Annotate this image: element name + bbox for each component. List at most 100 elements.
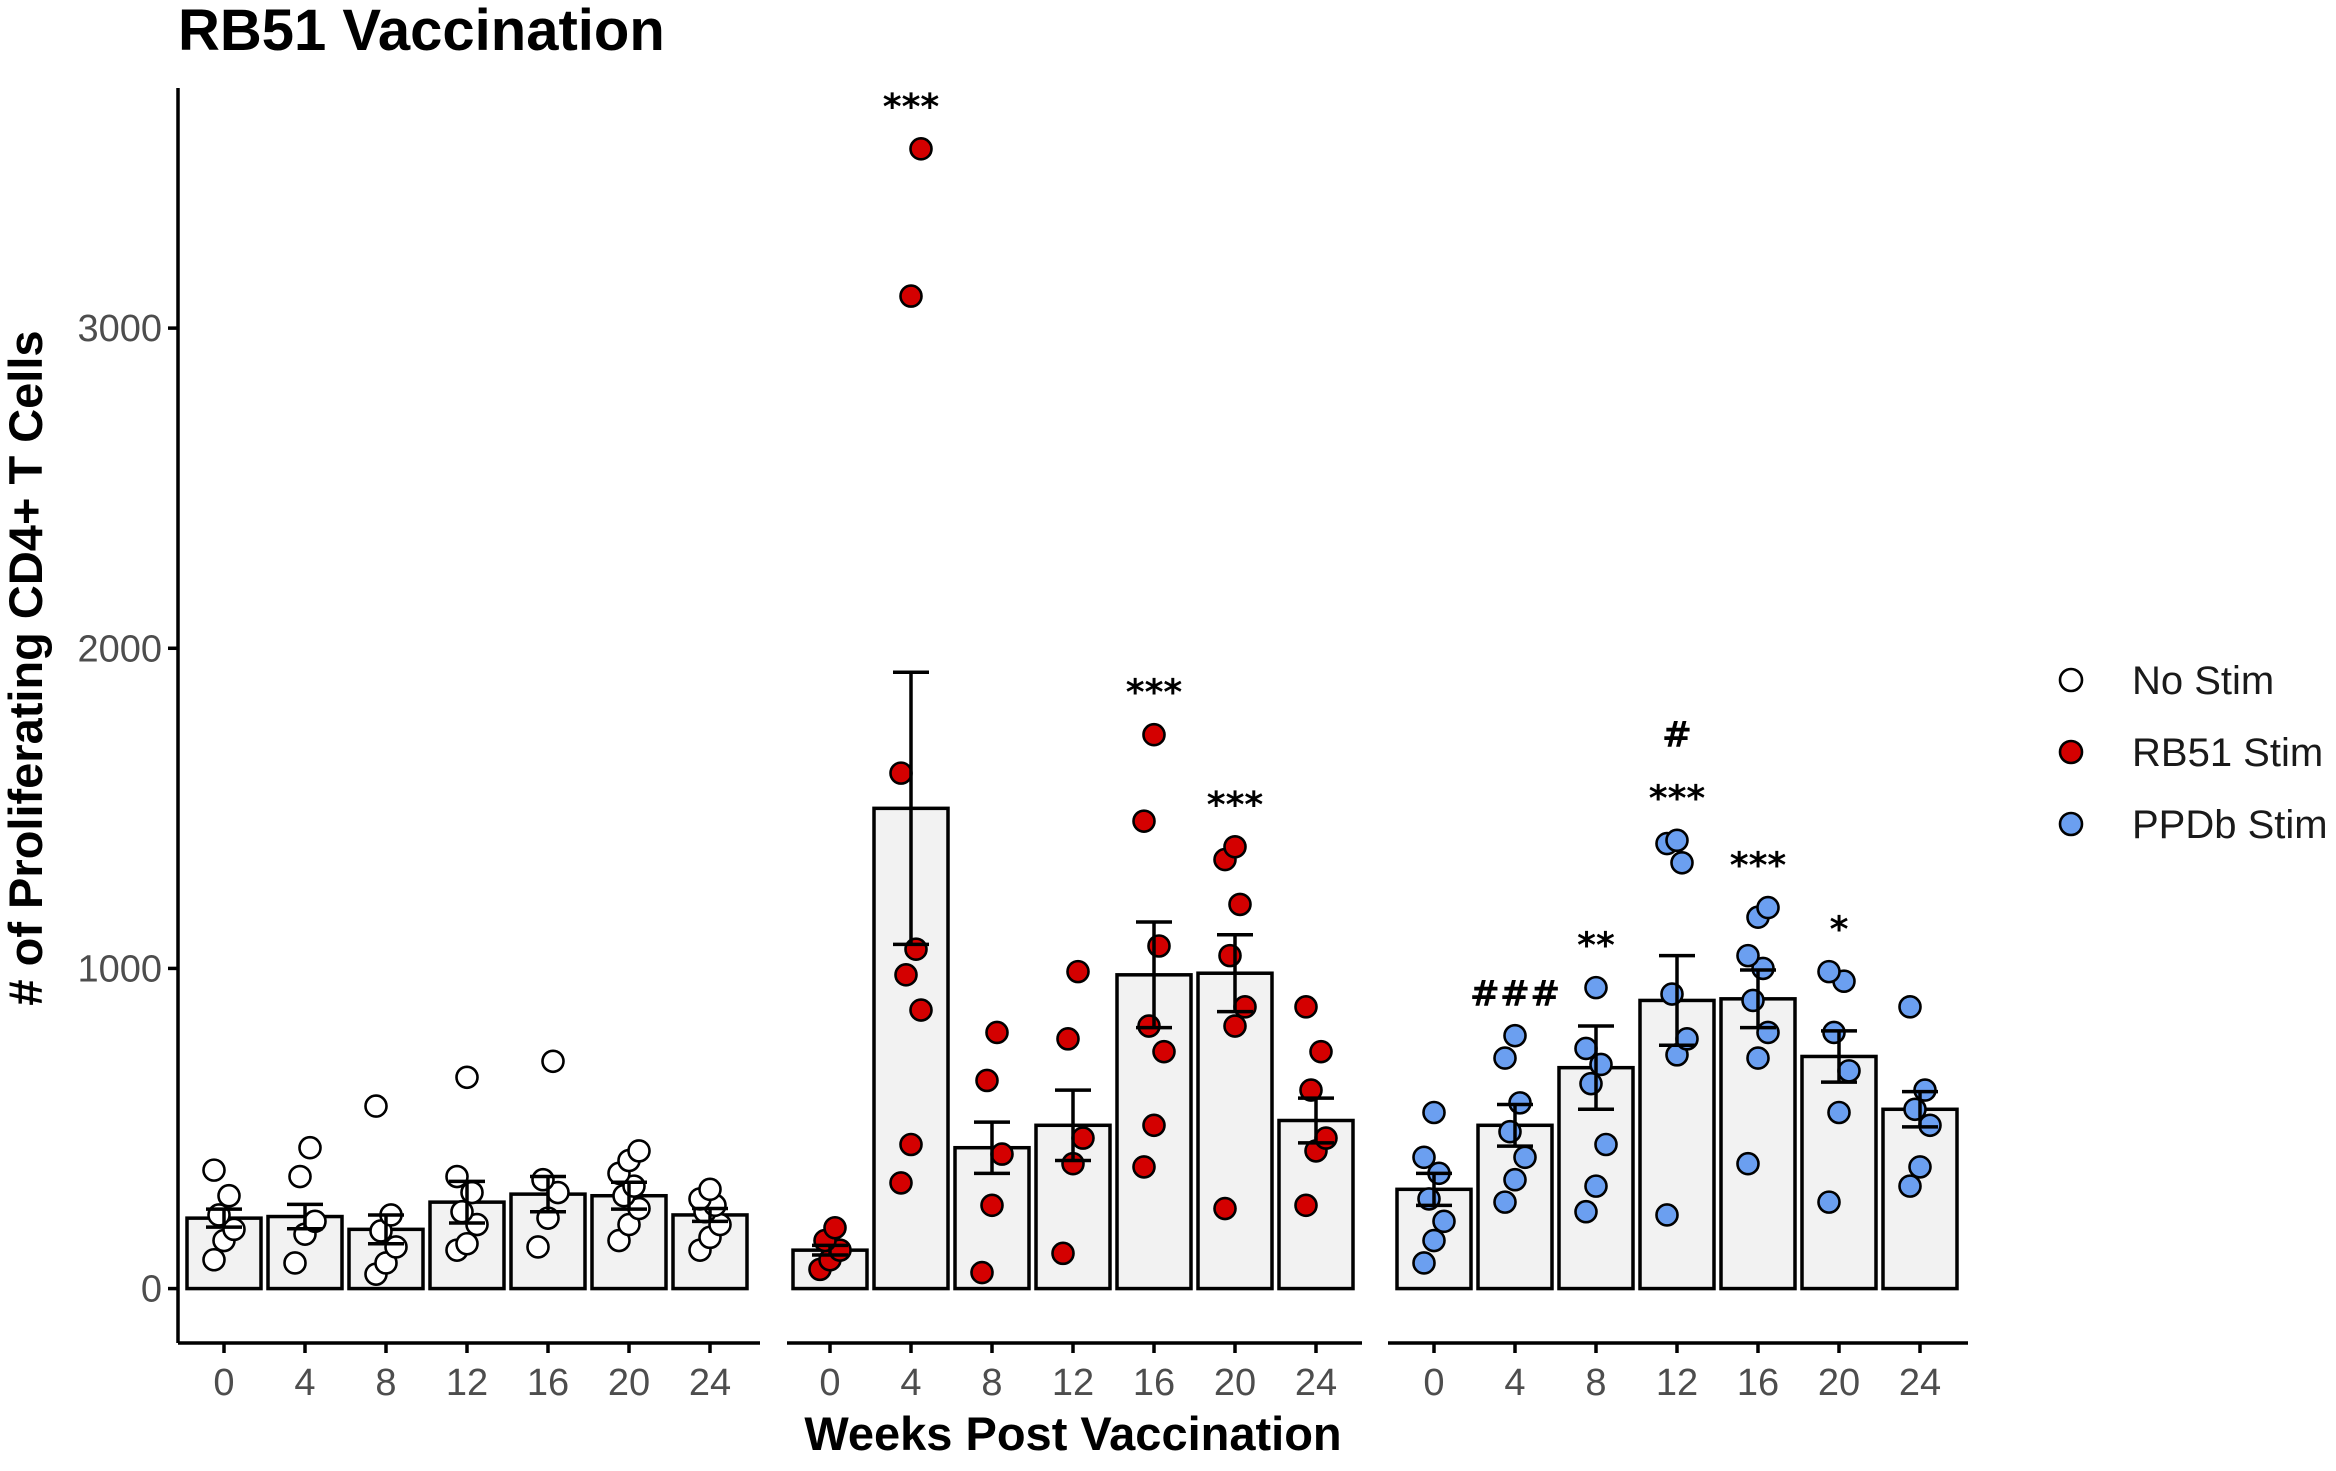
data-point — [1147, 934, 1171, 958]
data-point — [1660, 982, 1684, 1006]
data-point — [1903, 1097, 1927, 1122]
data-point — [288, 1164, 312, 1189]
data-point — [202, 1158, 226, 1182]
legend-marker — [2058, 811, 2084, 837]
significance-marker: * — [1830, 910, 1849, 951]
data-point — [1228, 892, 1252, 917]
data-point — [526, 1235, 550, 1259]
panel-ppdb-stim: 0 4 ### 8 ** 12 *** #16 *** 20 * 24 — [1388, 714, 1968, 1404]
error-bar — [1497, 1102, 1533, 1148]
error-bar — [893, 670, 929, 947]
data-point — [1132, 809, 1156, 833]
data-point — [1314, 1126, 1338, 1150]
data-point — [217, 1183, 241, 1208]
legend: No Stim RB51 Stim PPDb Stim — [2058, 659, 2328, 847]
y-axis: 0 1000 2000 3000 — [77, 88, 180, 1343]
significance-marker: *** — [1649, 778, 1706, 819]
y-tick-label: 3000 — [77, 308, 162, 350]
data-point — [909, 998, 933, 1022]
x-tick-label: 4 — [1504, 1362, 1525, 1404]
data-point — [1309, 1039, 1333, 1064]
data-point — [1432, 1209, 1456, 1234]
x-tick-label: 12 — [446, 1362, 488, 1404]
error-bar — [611, 1180, 647, 1211]
data-point — [445, 1164, 469, 1189]
data-point — [531, 1167, 555, 1192]
data-point — [1827, 1100, 1851, 1125]
data-point — [283, 1251, 307, 1275]
x-tick-label: 0 — [1423, 1362, 1444, 1404]
significance-marker: *** — [1730, 846, 1787, 887]
data-point — [1898, 1174, 1922, 1198]
data-point — [1294, 995, 1318, 1019]
data-point — [202, 1247, 226, 1272]
error-bar — [530, 1174, 566, 1214]
y-tick-label: 0 — [141, 1269, 162, 1311]
data-point — [990, 1142, 1014, 1166]
x-tick-label: 4 — [294, 1362, 315, 1404]
data-point — [1837, 1059, 1861, 1083]
data-point — [1223, 1014, 1247, 1038]
x-tick-label: 24 — [689, 1362, 731, 1404]
significance-marker: ** — [1577, 926, 1615, 967]
legend-item-ppdb-stim: PPDb Stim — [2058, 803, 2328, 847]
error-bar — [1217, 933, 1253, 1014]
data-point — [1736, 943, 1760, 968]
x-tick-label: 16 — [1133, 1362, 1175, 1404]
data-point — [1422, 1228, 1446, 1253]
error-bar — [692, 1206, 728, 1224]
data-point — [1233, 995, 1257, 1019]
x-tick-label: 12 — [1656, 1362, 1698, 1404]
x-tick-label: 24 — [1899, 1362, 1941, 1404]
data-point — [450, 1199, 474, 1224]
error-bar — [1136, 920, 1172, 1030]
error-bar — [206, 1207, 242, 1229]
data-point — [1066, 959, 1090, 984]
x-tick-label: 8 — [981, 1362, 1002, 1404]
x-tick-label: 20 — [1818, 1362, 1860, 1404]
data-point — [298, 1135, 322, 1160]
data-point — [1223, 834, 1247, 859]
error-bar — [1740, 968, 1776, 1030]
data-point — [1584, 975, 1608, 1000]
data-point — [1513, 1145, 1537, 1170]
x-tick-label: 8 — [375, 1362, 396, 1404]
data-point — [1498, 1119, 1522, 1144]
x-tick-label: 4 — [900, 1362, 921, 1404]
data-point — [909, 137, 933, 161]
y-tick-label: 1000 — [77, 948, 162, 990]
legend-item-no-stim: No Stim — [2058, 659, 2274, 703]
error-bar — [1055, 1088, 1091, 1163]
x-tick-label: 20 — [1214, 1362, 1256, 1404]
error-bar — [368, 1213, 404, 1246]
x-tick-label: 20 — [608, 1362, 650, 1404]
data-point — [1574, 1036, 1598, 1061]
data-point — [823, 1215, 847, 1240]
significance-marker: *** — [1126, 673, 1183, 714]
data-point — [1422, 1100, 1446, 1125]
data-point — [1218, 943, 1242, 968]
error-bar — [1902, 1089, 1938, 1129]
bar — [1800, 1054, 1878, 1291]
data-point — [904, 937, 928, 962]
data-point — [455, 1231, 479, 1256]
data-point — [1594, 1132, 1618, 1157]
error-bar — [812, 1243, 848, 1257]
data-point — [889, 1171, 913, 1195]
data-point — [1584, 1174, 1608, 1198]
data-point — [1579, 1071, 1603, 1096]
panel-rb51-stim: 0 4 *** 8 12 16 *** 20 *** 24 — [787, 87, 1362, 1404]
bar — [1881, 1107, 1959, 1291]
panel-no-stim: 0 4 8 12 16 20 24 — [178, 1049, 760, 1404]
error-bar — [449, 1179, 485, 1225]
data-point — [889, 761, 913, 785]
data-point — [1142, 1113, 1166, 1138]
legend-label: No Stim — [2132, 659, 2274, 703]
significance-marker: ### — [1470, 974, 1561, 1015]
data-point — [1655, 1203, 1679, 1227]
data-point — [1299, 1078, 1323, 1102]
data-point — [384, 1235, 408, 1259]
data-point — [1412, 1145, 1436, 1170]
data-point — [899, 1132, 923, 1157]
data-point — [1574, 1199, 1598, 1224]
